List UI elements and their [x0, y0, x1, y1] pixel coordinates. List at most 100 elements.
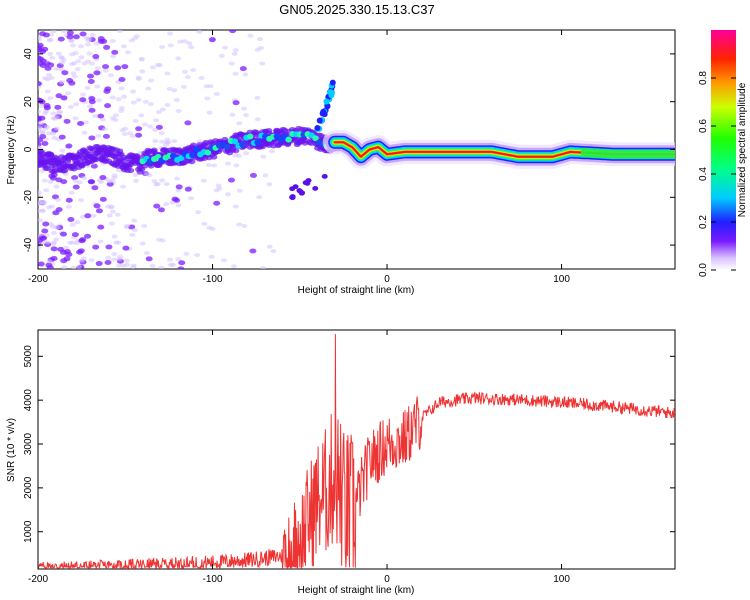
noise-blob [84, 42, 91, 47]
noise-blob [66, 34, 74, 40]
noise-blob [121, 131, 128, 136]
noise-blob [42, 111, 49, 116]
noise-blob [38, 97, 42, 103]
noise-blob [241, 223, 248, 228]
band-blob [210, 154, 218, 160]
noise-blob [89, 32, 96, 37]
noise-blob [38, 115, 42, 121]
noise-blob [200, 178, 207, 183]
noise-blob [153, 118, 160, 123]
noise-blob [50, 111, 57, 116]
noise-blob [184, 120, 192, 126]
noise-blob [201, 221, 208, 226]
noise-blob [68, 190, 75, 195]
noise-blob [106, 213, 113, 218]
noise-blob [38, 261, 45, 267]
noise-blob [65, 204, 72, 209]
y-tick-label: -40 [23, 237, 34, 252]
noise-blob [103, 88, 111, 94]
noise-blob [243, 151, 250, 156]
noise-blob [266, 182, 273, 187]
noise-blob [122, 245, 130, 251]
noise-blob [55, 197, 62, 202]
noise-blob [70, 265, 77, 269]
noise-blob [97, 224, 105, 230]
noise-blob [72, 34, 80, 40]
noise-blob [71, 232, 79, 238]
snr-axis-ticks: -200 -100 0 100 1000 2000 3000 4000 5000 [23, 330, 675, 585]
noise-blob [38, 125, 43, 130]
noise-blob [116, 30, 123, 33]
noise-blob [43, 188, 50, 193]
spectrogram-xlabel: Height of straight line (km) [298, 285, 415, 296]
snr-series-line [38, 334, 675, 569]
spectrogram-heat [38, 30, 675, 269]
noise-blob [186, 41, 193, 46]
noise-blob [55, 51, 62, 56]
noise-blob [41, 140, 49, 146]
noise-blob [249, 172, 257, 178]
noise-blob [55, 177, 63, 183]
noise-blob [82, 120, 89, 125]
noise-blob [121, 64, 129, 70]
snr-panel: -200 -100 0 100 1000 2000 3000 4000 5000 Height … [6, 329, 676, 596]
noise-blob [227, 177, 235, 183]
x-tick-label: 0 [384, 574, 390, 585]
noise-blob [118, 105, 125, 110]
noise-blob [65, 197, 73, 203]
noise-blob [235, 153, 242, 158]
noise-blob [104, 103, 112, 109]
colorbar: 0.0 0.2 0.4 0.6 0.8 Normalized spectral ampl… [698, 30, 748, 277]
noise-blob [159, 45, 166, 50]
noise-blob [101, 127, 108, 132]
noise-blob [118, 76, 126, 82]
noise-blob [211, 163, 218, 168]
noise-blob [241, 106, 248, 111]
noise-blob [44, 124, 51, 129]
noise-blob [139, 241, 146, 246]
noise-blob [115, 240, 122, 245]
ridge-hotspot [177, 155, 185, 162]
plume-blob [320, 108, 327, 115]
noise-blob [45, 262, 53, 268]
noise-blob [42, 32, 50, 38]
noise-blob [229, 30, 237, 34]
noise-blob [65, 143, 73, 149]
noise-blob [111, 49, 119, 55]
noise-blob [103, 44, 111, 50]
colorbar-label: Normalized spectral amplitude [737, 82, 748, 217]
noise-blob [232, 204, 239, 209]
noise-blob [216, 186, 223, 191]
y-tick-label: 1000 [23, 520, 34, 543]
noise-blob [72, 178, 79, 183]
noise-blob [50, 230, 57, 235]
noise-blob [58, 134, 66, 140]
noise-blob [148, 78, 155, 83]
noise-blob [183, 251, 190, 256]
noise-blob [53, 115, 60, 120]
x-tick-label: -200 [28, 574, 48, 585]
noise-blob [88, 179, 96, 185]
noise-blob [132, 118, 139, 123]
noise-blob [171, 138, 178, 143]
noise-blob [132, 172, 139, 177]
noise-blob [133, 178, 140, 183]
noise-blob [232, 100, 240, 106]
noise-blob [181, 39, 188, 44]
noise-blob [135, 75, 142, 80]
noise-blob [188, 196, 195, 201]
noise-blob [102, 133, 110, 139]
x-tick-label: 0 [384, 274, 390, 285]
noise-blob [229, 112, 236, 117]
noise-blob [39, 130, 46, 135]
noise-blob [167, 31, 174, 36]
ridge-hotspot-blue [189, 151, 197, 159]
noise-blob [213, 200, 221, 206]
noise-blob [71, 74, 78, 79]
noise-blob [159, 178, 166, 183]
band-tail [580, 148, 675, 159]
noise-blob [222, 45, 229, 50]
noise-blob [121, 94, 128, 99]
